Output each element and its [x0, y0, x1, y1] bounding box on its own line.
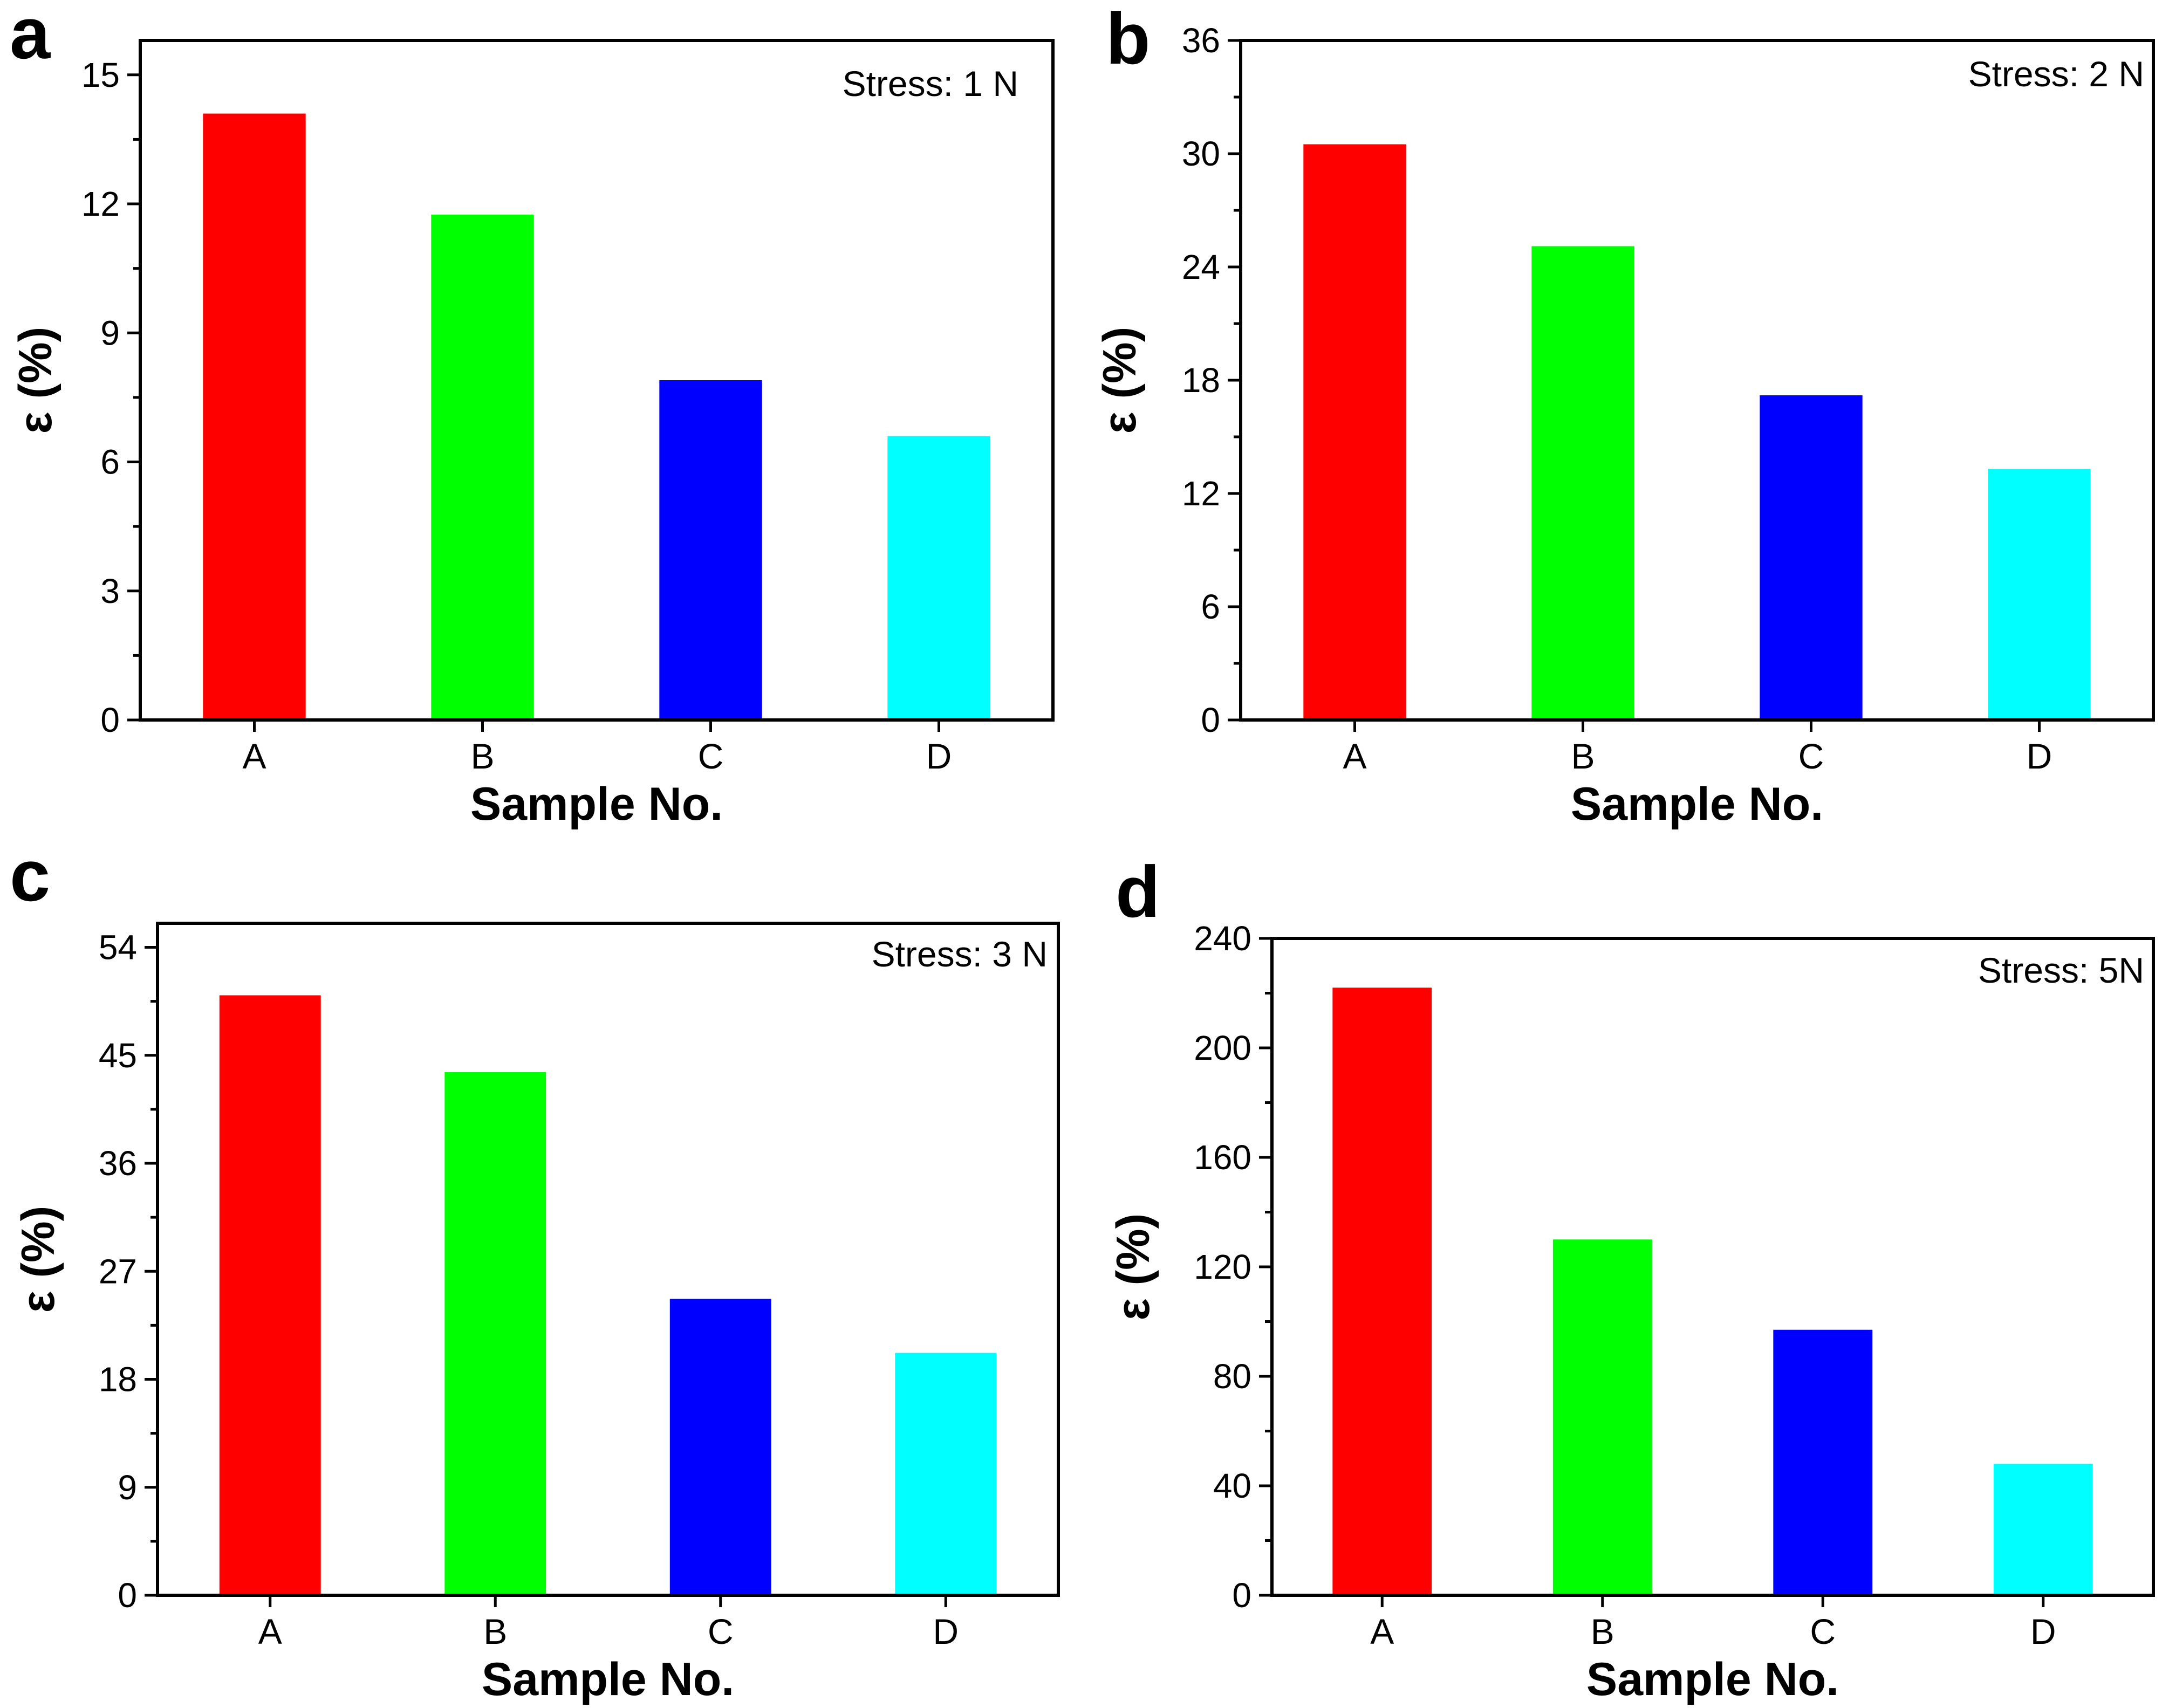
bar-d-C	[1773, 1329, 1873, 1595]
bar-b-B	[1531, 246, 1634, 720]
y-tick-label-c: 0	[118, 1576, 137, 1615]
bar-d-D	[1993, 1464, 2093, 1595]
y-tick-label-a: 3	[100, 572, 120, 611]
x-tick-label-c: B	[483, 1611, 507, 1651]
stress-annotation-a: Stress: 1 N	[843, 64, 1018, 104]
x-axis-title-a: Sample No.	[470, 778, 723, 830]
stress-annotation-b: Stress: 2 N	[1968, 54, 2144, 94]
y-tick-label-a: 0	[100, 701, 120, 739]
x-tick-label-d: B	[1591, 1611, 1614, 1651]
y-tick-label-b: 0	[1201, 701, 1220, 739]
y-tick-label-d: 160	[1194, 1138, 1251, 1177]
x-tick-label-d: A	[1370, 1611, 1394, 1651]
y-axis-title-b: ε (%)	[1094, 327, 1146, 434]
y-tick-label-b: 36	[1182, 21, 1220, 60]
y-tick-label-d: 80	[1213, 1357, 1251, 1396]
x-axis-title-b: Sample No.	[1571, 778, 1823, 830]
x-tick-label-a: B	[470, 736, 494, 776]
chart-panel-d: 0 40 80 120 160 200 240 A B C D Sample No. ε (%) Stre…	[1107, 851, 2155, 1705]
x-tick-label-a: C	[698, 736, 724, 776]
panel-letter-b: b	[1106, 0, 1150, 79]
x-tick-label-b: D	[2027, 736, 2052, 776]
y-tick-label-a: 6	[100, 443, 120, 482]
x-tick-label-b: C	[1798, 736, 1824, 776]
y-tick-label-d: 240	[1194, 919, 1251, 958]
x-tick-label-a: A	[242, 736, 266, 776]
y-tick-label-c: 54	[99, 928, 137, 967]
bar-c-B	[444, 1072, 546, 1595]
y-tick-label-b: 6	[1201, 587, 1220, 626]
panel-letter-d: d	[1116, 851, 1160, 932]
y-tick-label-c: 9	[118, 1468, 137, 1507]
stress-annotation-c: Stress: 3 N	[872, 934, 1048, 974]
bar-d-B	[1552, 1239, 1652, 1595]
bar-a-C	[659, 380, 762, 720]
x-axis-title-d: Sample No.	[1586, 1654, 1839, 1705]
y-tick-label-a: 15	[81, 56, 120, 94]
stress-annotation-d: Stress: 5N	[1978, 950, 2144, 990]
bar-b-A	[1303, 144, 1406, 720]
y-axis-title-a: ε (%)	[10, 327, 61, 434]
chart-panel-a: 0 3 6 9 12 15 A B C D Sample No. ε (%) Stress: 1 N a	[10, 0, 1055, 830]
bar-c-C	[669, 1299, 771, 1595]
x-tick-label-d: C	[1810, 1611, 1836, 1651]
panel-letter-a: a	[10, 0, 51, 74]
bar-b-D	[1988, 469, 2091, 720]
y-tick-label-c: 36	[99, 1144, 137, 1183]
x-tick-label-b: B	[1571, 736, 1595, 776]
y-tick-label-d: 120	[1194, 1247, 1251, 1286]
y-tick-label-b: 24	[1182, 248, 1220, 286]
chart-panel-b: 0 6 12 18 24 30 36 A B C D Sample No. ε (%) Stress: 2…	[1094, 0, 2155, 830]
y-tick-label-b: 12	[1182, 474, 1220, 513]
y-tick-label-c: 27	[99, 1252, 137, 1291]
x-tick-label-c: C	[708, 1611, 734, 1651]
y-tick-label-a: 9	[100, 313, 120, 352]
x-tick-label-b: A	[1343, 736, 1366, 776]
x-tick-label-c: D	[933, 1611, 959, 1651]
y-tick-label-c: 18	[99, 1360, 137, 1399]
y-tick-label-d: 40	[1213, 1466, 1251, 1505]
x-tick-label-c: A	[258, 1611, 282, 1651]
y-axis-title-c: ε (%)	[12, 1206, 64, 1313]
bar-c-D	[895, 1353, 997, 1595]
panel-letter-c: c	[10, 835, 50, 916]
chart-panel-c: 0 9 18 27 36 45 54 A B C D Sample No. ε (%) Stress: 3…	[10, 835, 1060, 1705]
bar-c-A	[219, 995, 321, 1595]
y-tick-label-a: 12	[81, 184, 120, 223]
x-tick-label-a: D	[926, 736, 952, 776]
y-tick-label-d: 200	[1194, 1028, 1251, 1067]
plot-frame-a	[139, 39, 1055, 722]
plot-frame-c	[156, 922, 1060, 1597]
bar-a-A	[203, 113, 306, 721]
y-tick-label-b: 18	[1182, 361, 1220, 400]
x-axis-title-c: Sample No.	[482, 1654, 734, 1705]
y-tick-label-c: 45	[99, 1036, 137, 1075]
y-axis-title-d: ε (%)	[1107, 1213, 1159, 1320]
bar-b-C	[1760, 395, 1863, 720]
x-tick-label-d: D	[2030, 1611, 2056, 1651]
bar-a-D	[887, 436, 990, 720]
y-tick-label-d: 0	[1232, 1576, 1251, 1615]
bar-d-A	[1332, 987, 1432, 1595]
y-tick-label-b: 30	[1182, 134, 1220, 173]
bar-a-B	[431, 214, 534, 720]
